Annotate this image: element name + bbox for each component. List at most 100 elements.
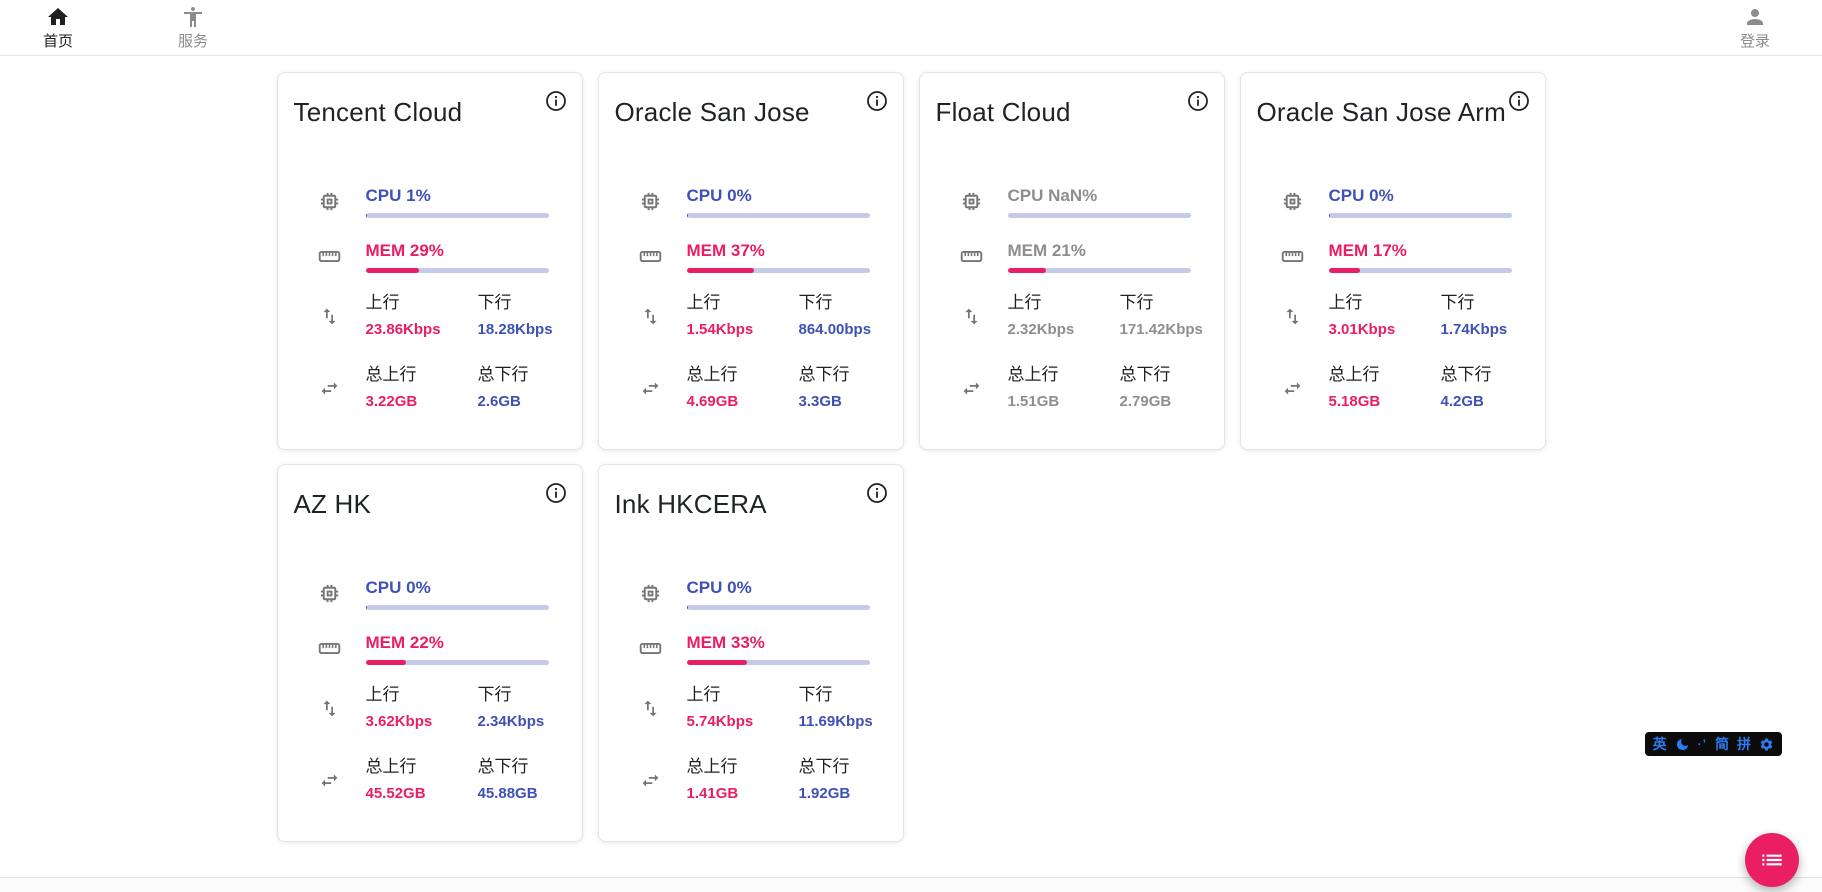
cpu-progress-fill bbox=[365, 213, 368, 218]
info-button[interactable] bbox=[865, 89, 889, 113]
swap-vertical-icon bbox=[615, 306, 687, 327]
upload-value: 3.62Kbps bbox=[365, 713, 433, 730]
network-speed-row: 上行 23.86Kbps 下行 18.28Kbps bbox=[294, 291, 553, 341]
card-header: Tencent Cloud bbox=[294, 97, 549, 129]
server-card: Oracle San Jose CPU 0% bbox=[597, 72, 904, 450]
download-value: 11.69Kbps bbox=[798, 713, 873, 730]
swap-vertical-icon bbox=[294, 306, 366, 327]
server-card: AZ HK CPU 0% bbox=[276, 464, 583, 842]
upload-value: 1.54Kbps bbox=[686, 321, 754, 338]
mem-usage-label: MEM 21% bbox=[1007, 241, 1086, 260]
server-card: Ink HKCERA CPU 0% bbox=[597, 464, 904, 842]
moon-icon[interactable] bbox=[1675, 737, 1690, 752]
mem-progress-bar bbox=[686, 660, 870, 665]
download-value: 18.28Kbps bbox=[477, 321, 553, 338]
nav-item-login[interactable]: 登录 bbox=[1723, 5, 1787, 51]
swap-horizontal-icon bbox=[1257, 378, 1329, 399]
server-list-fab-button[interactable] bbox=[1745, 833, 1799, 887]
swap-horizontal-icon bbox=[615, 770, 687, 791]
nav-item-services[interactable]: 服务 bbox=[161, 5, 225, 51]
mem-progress-fill bbox=[686, 268, 755, 273]
footer-divider bbox=[0, 877, 1822, 892]
upload-label: 上行 bbox=[686, 685, 721, 704]
nav-item-home-label: 首页 bbox=[42, 32, 73, 50]
total-upload-label: 总上行 bbox=[365, 757, 417, 776]
download-label: 下行 bbox=[798, 293, 833, 312]
total-download-value: 1.92GB bbox=[798, 785, 851, 802]
upload-value: 2.32Kbps bbox=[1007, 321, 1075, 338]
download-label: 下行 bbox=[1119, 293, 1154, 312]
swap-horizontal-icon bbox=[294, 378, 366, 399]
swap-vertical-icon bbox=[1257, 306, 1329, 327]
cpu-icon bbox=[294, 190, 366, 213]
info-button[interactable] bbox=[1507, 89, 1531, 113]
accessibility-icon bbox=[181, 5, 205, 29]
ime-pinyin[interactable]: 拼 bbox=[1737, 736, 1751, 752]
network-total-row: 总上行 3.22GB 总下行 2.6GB bbox=[294, 363, 549, 413]
upload-value: 3.01Kbps bbox=[1328, 321, 1396, 338]
total-download-label: 总下行 bbox=[1440, 365, 1492, 384]
mem-progress-bar bbox=[365, 268, 549, 273]
swap-horizontal-icon bbox=[615, 378, 687, 399]
info-button[interactable] bbox=[544, 89, 568, 113]
total-upload-label: 总上行 bbox=[686, 757, 738, 776]
cpu-progress-bar bbox=[686, 605, 870, 610]
card-header: Float Cloud bbox=[936, 97, 1191, 129]
server-card: Tencent Cloud CPU 1% bbox=[276, 72, 583, 450]
mem-metric-row: MEM 29% bbox=[294, 240, 549, 273]
cpu-metric-row: CPU 0% bbox=[615, 577, 870, 610]
upload-label: 上行 bbox=[686, 293, 721, 312]
network-total-row: 总上行 1.51GB 总下行 2.79GB bbox=[936, 363, 1191, 413]
info-icon bbox=[545, 91, 566, 111]
mem-metric-row: MEM 33% bbox=[615, 632, 870, 665]
upload-label: 上行 bbox=[365, 685, 400, 704]
ime-simplified[interactable]: 简 bbox=[1715, 736, 1729, 752]
mem-usage-label: MEM 29% bbox=[365, 241, 444, 260]
download-label: 下行 bbox=[1440, 293, 1475, 312]
total-upload-label: 总上行 bbox=[365, 365, 417, 384]
cpu-usage-label: CPU 0% bbox=[1328, 186, 1394, 205]
mem-usage-label: MEM 33% bbox=[686, 633, 765, 652]
total-download-value: 45.88GB bbox=[477, 785, 538, 802]
swap-vertical-icon bbox=[936, 306, 1008, 327]
cpu-icon bbox=[294, 582, 366, 605]
server-name: Ink HKCERA bbox=[614, 489, 767, 519]
network-speed-row: 上行 3.62Kbps 下行 2.34Kbps bbox=[294, 683, 549, 733]
info-icon bbox=[866, 91, 887, 111]
cpu-progress-bar bbox=[1007, 213, 1191, 218]
total-download-label: 总下行 bbox=[477, 365, 529, 384]
cpu-metric-row: CPU 0% bbox=[615, 185, 870, 218]
nav-item-home[interactable]: 首页 bbox=[26, 5, 90, 51]
ime-english-mode[interactable]: 英 bbox=[1652, 736, 1667, 752]
memory-icon bbox=[1257, 244, 1329, 269]
download-label: 下行 bbox=[477, 685, 512, 704]
mem-progress-bar bbox=[365, 660, 549, 665]
mem-metric-row: MEM 21% bbox=[936, 240, 1191, 273]
info-icon bbox=[545, 483, 566, 503]
gear-icon[interactable] bbox=[1759, 737, 1774, 752]
total-upload-label: 总上行 bbox=[1328, 365, 1380, 384]
info-icon bbox=[1508, 91, 1529, 111]
mem-progress-fill bbox=[1007, 268, 1046, 273]
card-header: Ink HKCERA bbox=[615, 489, 870, 521]
cpu-usage-label: CPU 0% bbox=[365, 578, 431, 597]
cpu-usage-label: CPU 1% bbox=[365, 186, 431, 205]
server-name: Oracle San Jose bbox=[614, 97, 810, 127]
mem-metric-row: MEM 22% bbox=[294, 632, 549, 665]
server-name: AZ HK bbox=[293, 489, 372, 519]
network-total-row: 总上行 4.69GB 总下行 3.3GB bbox=[615, 363, 870, 413]
ime-punctuation[interactable]: ·’ bbox=[1697, 737, 1707, 751]
download-value: 864.00bps bbox=[798, 321, 872, 338]
info-button[interactable] bbox=[1186, 89, 1210, 113]
cpu-progress-bar bbox=[365, 213, 549, 218]
mem-progress-fill bbox=[1328, 268, 1360, 273]
cpu-progress-fill bbox=[1328, 213, 1331, 218]
cpu-icon bbox=[1257, 190, 1329, 213]
download-label: 下行 bbox=[798, 685, 833, 704]
info-button[interactable] bbox=[544, 481, 568, 505]
info-button[interactable] bbox=[865, 481, 889, 505]
total-download-value: 2.79GB bbox=[1119, 393, 1172, 410]
network-speed-row: 上行 1.54Kbps 下行 864.00bps bbox=[615, 291, 872, 341]
server-card: Float Cloud CPU NaN% bbox=[918, 72, 1225, 450]
total-download-value: 4.2GB bbox=[1440, 393, 1484, 410]
